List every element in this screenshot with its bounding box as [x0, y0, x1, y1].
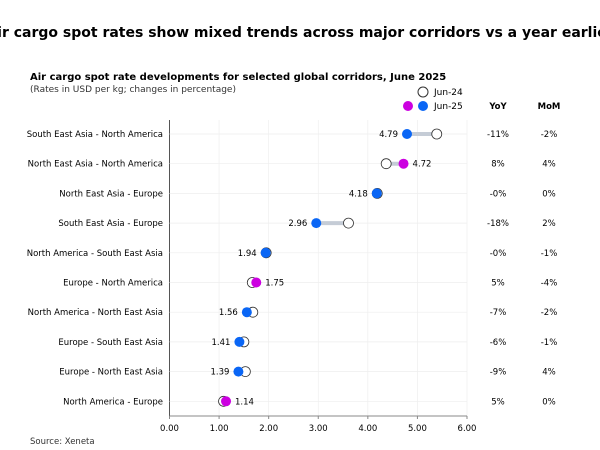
headline: Air cargo spot rates show mixed trends a… — [0, 25, 600, 41]
yoy-value: -9% — [490, 368, 507, 378]
yoy-value: -7% — [490, 308, 507, 318]
chart-subtitle: (Rates in USD per kg; changes in percent… — [30, 85, 236, 95]
x-tick-label: 3.00 — [309, 424, 328, 434]
jun25-point — [260, 247, 271, 258]
jun24-point — [431, 128, 443, 140]
yoy-header: YoY — [488, 102, 507, 112]
corridor-label: North East Asia - North America — [28, 160, 163, 170]
corridor-label: Europe - North America — [63, 279, 163, 289]
value-label: 4.79 — [379, 130, 398, 140]
x-tick-label: 5.00 — [408, 424, 427, 434]
chart-title: Air cargo spot rate developments for sel… — [30, 72, 446, 83]
x-tick-label: 4.00 — [358, 424, 377, 434]
jun25-point — [233, 366, 244, 377]
mom-value: -4% — [541, 279, 558, 289]
corridor-label: South East Asia - North America — [27, 130, 163, 140]
legend-decrease-marker — [418, 101, 428, 111]
jun25-point — [402, 129, 413, 139]
x-tick-label: 0.00 — [160, 424, 179, 434]
legend-prev-label: Jun-24 — [433, 88, 463, 98]
yoy-value: -0% — [490, 189, 507, 199]
value-label: 2.96 — [288, 219, 307, 229]
value-label: 1.14 — [235, 397, 254, 407]
yoy-value: -6% — [490, 338, 507, 348]
mom-value: -2% — [541, 308, 558, 318]
jun25-point — [251, 277, 262, 288]
jun25-point — [221, 396, 232, 407]
corridor-label: North America - South East Asia — [27, 249, 163, 259]
x-tick-label: 6.00 — [458, 424, 477, 434]
legend-curr-label: Jun-25 — [433, 102, 463, 112]
yoy-value: 5% — [491, 397, 505, 407]
mom-value: 4% — [542, 368, 556, 378]
corridor-label: Europe - North East Asia — [59, 368, 163, 378]
corridor-label: Europe - South East Asia — [58, 338, 163, 348]
yoy-value: 8% — [491, 160, 505, 170]
value-label: 1.94 — [238, 249, 257, 259]
yoy-value: -18% — [487, 219, 509, 229]
corridor-label: North America - North East Asia — [28, 308, 163, 318]
x-tick-label: 2.00 — [259, 424, 278, 434]
yoy-value: -11% — [487, 130, 509, 140]
jun25-point — [398, 158, 409, 169]
value-label: 4.18 — [349, 189, 368, 199]
mom-value: -2% — [541, 130, 558, 140]
mom-value: -1% — [541, 338, 558, 348]
mom-value: 2% — [542, 219, 556, 229]
yoy-value: 5% — [491, 279, 505, 289]
value-label: 1.41 — [211, 338, 230, 348]
jun24-point — [380, 158, 392, 170]
value-label: 1.75 — [265, 279, 284, 289]
mom-header: MoM — [538, 102, 561, 112]
corridor-label: North America - Europe — [63, 397, 163, 407]
mom-value: -1% — [541, 249, 558, 259]
jun25-point — [234, 336, 245, 347]
value-label: 1.39 — [210, 368, 229, 378]
jun25-point — [371, 188, 382, 199]
mom-value: 0% — [542, 397, 556, 407]
source-note: Source: Xeneta — [30, 437, 95, 447]
jun24-point — [343, 217, 354, 229]
corridor-label: South East Asia - Europe — [58, 219, 163, 229]
mom-value: 4% — [542, 160, 556, 170]
jun25-point — [241, 307, 252, 318]
mom-value: 0% — [542, 189, 556, 199]
legend-increase-marker — [403, 101, 413, 111]
corridor-label: North East Asia - Europe — [59, 189, 163, 199]
value-label: 4.72 — [413, 160, 432, 170]
jun25-point — [311, 218, 322, 229]
legend: Jun-24 Jun-25 — [403, 86, 463, 112]
yoy-value: -0% — [490, 249, 507, 259]
x-tick-label: 1.00 — [210, 424, 229, 434]
value-label: 1.56 — [219, 308, 238, 318]
legend-prev-marker — [417, 86, 429, 98]
